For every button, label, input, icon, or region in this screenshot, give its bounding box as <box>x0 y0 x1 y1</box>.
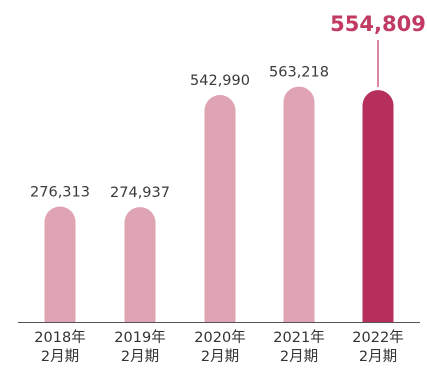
x-label-4-year: 2022年 <box>352 329 403 346</box>
x-label-1-period: 2月期 <box>121 348 159 365</box>
x-label-1-year: 2019年 <box>114 329 165 346</box>
bar-4 <box>362 90 394 322</box>
x-label-4-period: 2月期 <box>359 348 397 365</box>
value-labels-group: 276,313 274,937 542,990 563,218 554,809 <box>30 12 426 201</box>
x-labels-group: 2018年 2月期 2019年 2月期 2020年 2月期 2021年 2月期 2022年 2月期 <box>34 329 403 365</box>
value-label-1: 274,937 <box>110 185 170 201</box>
value-label-4: 554,809 <box>330 12 426 36</box>
x-label-0-period: 2月期 <box>41 348 79 365</box>
bars-group <box>44 86 394 323</box>
value-label-0: 276,313 <box>30 185 90 201</box>
x-label-3-year: 2021年 <box>273 329 324 346</box>
value-label-2: 542,990 <box>190 73 250 89</box>
bar-0 <box>44 206 76 322</box>
x-label-2-period: 2月期 <box>201 348 239 365</box>
x-label-3-period: 2月期 <box>280 348 318 365</box>
x-label-0-year: 2018年 <box>34 329 85 346</box>
value-label-3: 563,218 <box>269 65 329 81</box>
bar-2 <box>204 95 236 322</box>
x-label-2-year: 2020年 <box>194 329 245 346</box>
bar-1 <box>124 207 156 322</box>
bar-3 <box>283 86 315 323</box>
